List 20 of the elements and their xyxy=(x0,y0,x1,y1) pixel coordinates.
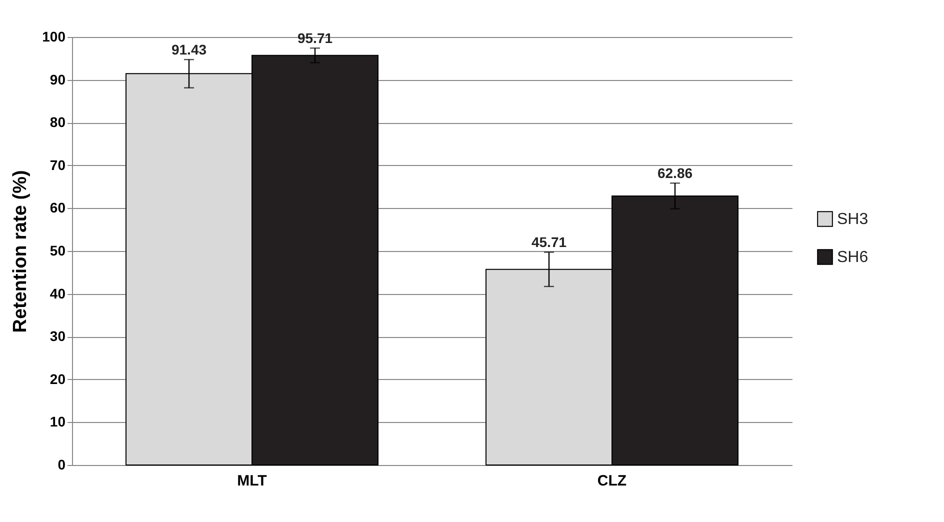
y-tick-label: 40 xyxy=(50,285,66,302)
x-tick-label: CLZ xyxy=(597,472,627,490)
y-tick-label: 70 xyxy=(50,156,66,173)
data-label: 62.86 xyxy=(657,165,693,182)
data-label: 45.71 xyxy=(531,234,567,250)
data-label: 91.43 xyxy=(171,42,207,58)
y-tick-label: 100 xyxy=(42,28,66,44)
y-tick-label: 80 xyxy=(50,114,66,130)
legend-label: SH6 xyxy=(837,249,868,266)
y-tick-label: 50 xyxy=(50,242,66,258)
y-tick-label: 10 xyxy=(50,414,66,430)
y-tick-label: 90 xyxy=(50,71,66,88)
y-tick-label: 20 xyxy=(50,370,66,387)
legend-label: SH3 xyxy=(837,211,868,228)
y-tick-label: 60 xyxy=(50,200,66,216)
y-axis-title: Retention rate (%) xyxy=(10,170,32,333)
y-tick-label: 0 xyxy=(58,456,66,472)
x-tick-label: MLT xyxy=(237,472,267,490)
data-label: 95.71 xyxy=(297,30,333,46)
y-tick-label: 30 xyxy=(50,328,66,344)
